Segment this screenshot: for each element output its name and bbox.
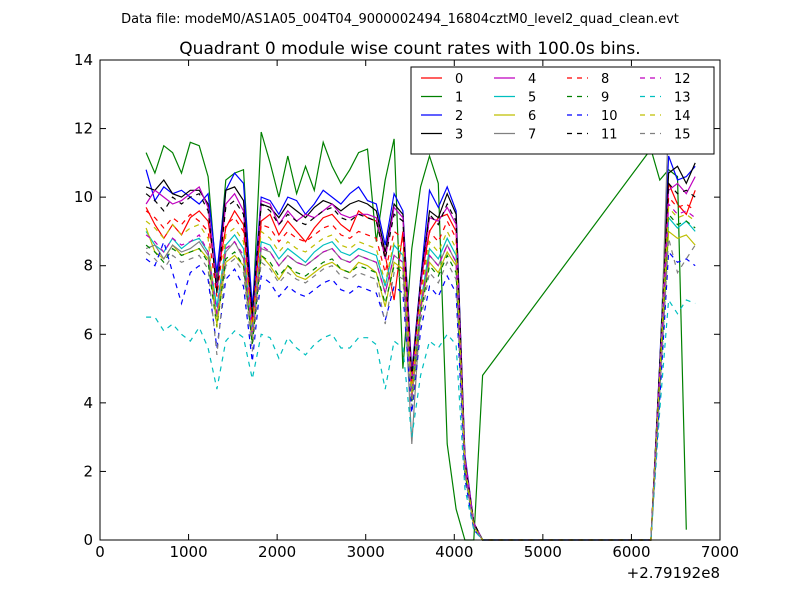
series-line-15: [145, 238, 696, 541]
legend-frame: [410, 66, 715, 155]
legend-label-8: 8: [601, 72, 609, 87]
legend-label-11: 11: [601, 128, 618, 143]
legend-label-10: 10: [601, 109, 618, 124]
legend-label-13: 13: [674, 91, 691, 106]
series-line-12: [145, 202, 696, 541]
legend-label-5: 5: [528, 91, 536, 106]
figure-suptitle: Data file: modeM0/AS1A05_004T04_90000024…: [121, 12, 679, 27]
legend-label-2: 2: [455, 109, 463, 124]
y-tick-label: 14: [74, 51, 93, 69]
series-line-8: [145, 195, 696, 541]
series-line-2: [145, 155, 696, 541]
x-tick-label: 4000: [435, 543, 473, 561]
x-tick-label: 2000: [258, 543, 296, 561]
y-tick-label: 4: [83, 394, 93, 412]
x-tick-label: 7000: [701, 543, 739, 561]
x-tick-label: 6000: [612, 543, 650, 561]
plot-area: [99, 59, 721, 541]
y-tick-label: 12: [74, 120, 93, 138]
series-line-11: [145, 181, 696, 541]
legend-label-0: 0: [455, 72, 463, 87]
y-tick-label: 10: [74, 188, 93, 206]
legend-label-6: 6: [528, 109, 536, 124]
x-tick-label: 1000: [169, 543, 207, 561]
y-tick-label: 0: [83, 531, 93, 549]
series-line-14: [145, 205, 696, 541]
legend-label-4: 4: [528, 72, 536, 87]
y-tick-label: 8: [83, 257, 93, 275]
y-tick-label: 2: [83, 462, 93, 480]
series-line-1: [145, 131, 687, 541]
series-line-4: [145, 176, 696, 541]
legend-label-14: 14: [674, 109, 691, 124]
legend-label-9: 9: [601, 91, 609, 106]
chart-title: Quadrant 0 module wise count rates with …: [179, 39, 640, 59]
series-line-13: [146, 298, 696, 541]
x-tick-label: 3000: [347, 543, 385, 561]
legend-label-12: 12: [674, 72, 691, 87]
series-layer: [145, 114, 696, 541]
x-tick-label: 0: [95, 543, 105, 561]
series-line-5: [145, 216, 696, 541]
y-tick-label: 6: [83, 325, 93, 343]
x-offset-label: +2.79192e8: [627, 564, 720, 582]
series-line-3: [145, 162, 696, 541]
series-line-0: [145, 183, 696, 541]
legend-label-15: 15: [674, 128, 691, 143]
x-tick-label: 5000: [524, 543, 562, 561]
plot-frame: [99, 59, 721, 541]
legend-label-3: 3: [455, 128, 463, 143]
legend-label-1: 1: [455, 91, 463, 106]
legend-label-7: 7: [528, 128, 536, 143]
